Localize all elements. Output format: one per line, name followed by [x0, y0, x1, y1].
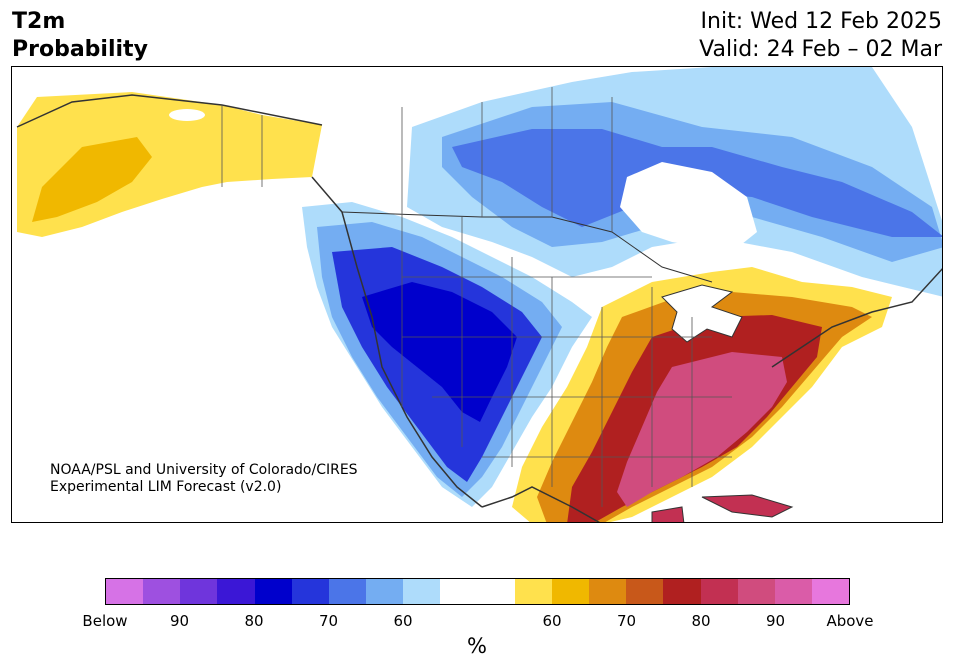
colorbar-swatch-18	[774, 579, 812, 604]
credit-line-2: Experimental LIM Forecast (v2.0)	[50, 479, 282, 495]
colorbar-tick-label: Above	[826, 612, 874, 630]
colorbar-swatch-17	[737, 579, 775, 604]
colorbar-swatch-10	[477, 579, 515, 604]
colorbar-swatch-3	[217, 579, 255, 604]
forecast-dates: Init: Wed 12 Feb 2025 Valid: 24 Feb – 02…	[699, 8, 942, 64]
region-west-below-80	[362, 282, 517, 422]
colorbar-swatch-15	[663, 579, 701, 604]
colorbar-tick-label: 80	[244, 612, 264, 630]
region-east-above-90	[617, 352, 787, 507]
colorbar-tick-label: 60	[393, 612, 413, 630]
init-date: Init: Wed 12 Feb 2025	[700, 9, 942, 34]
colorbar-swatch-7	[366, 579, 404, 604]
region-cuba	[701, 494, 794, 518]
colorbar-swatch-12	[551, 579, 590, 604]
forecast-map: NOAA/PSL and University of Colorado/CIRE…	[11, 66, 943, 523]
great-lakes	[661, 284, 743, 343]
province-borders	[221, 87, 613, 232]
colorbar-tick-label: 60	[542, 612, 562, 630]
map-svg	[12, 67, 942, 522]
region-alaska-hole	[169, 109, 205, 121]
colorbar	[105, 578, 850, 605]
colorbar-tick-label: 90	[169, 612, 190, 630]
colorbar-tick-label: 80	[691, 612, 711, 630]
title-line-2: Probability	[12, 37, 148, 62]
colorbar-swatch-14	[626, 579, 664, 604]
region-alaska-above-70	[32, 137, 152, 222]
colorbar-tick-label: 70	[616, 612, 637, 630]
coastline	[16, 94, 942, 522]
colorbar-swatch-0	[106, 579, 144, 604]
colorbar-swatch-8	[403, 579, 441, 604]
credit-text: NOAA/PSL and University of Colorado/CIRE…	[50, 462, 358, 496]
colorbar-tick-label: 90	[765, 612, 786, 630]
region-hudson-bay	[620, 162, 757, 252]
colorbar-swatch-1	[143, 579, 181, 604]
credit-line-1: NOAA/PSL and University of Colorado/CIRE…	[50, 462, 358, 478]
colorbar-swatch-11	[514, 579, 552, 604]
colorbar-swatch-16	[700, 579, 738, 604]
colorbar-tick-label: 70	[318, 612, 339, 630]
state-borders	[401, 217, 732, 507]
colorbar-tick-label: Below	[82, 612, 128, 630]
colorbar-swatch-2	[180, 579, 218, 604]
colorbar-swatch-9	[440, 579, 478, 604]
region-yucatan	[651, 506, 685, 522]
title-line-1: T2m	[12, 9, 66, 34]
colorbar-swatch-5	[291, 579, 329, 604]
valid-dates: Valid: 24 Feb – 02 Mar	[699, 37, 942, 62]
colorbar-swatch-19	[811, 579, 850, 604]
colorbar-swatch-4	[254, 579, 292, 604]
colorbar-swatch-13	[589, 579, 627, 604]
colorbar-swatch-6	[328, 579, 367, 604]
colorbar-unit: %	[467, 634, 487, 658]
chart-title: T2m Probability	[12, 8, 148, 64]
